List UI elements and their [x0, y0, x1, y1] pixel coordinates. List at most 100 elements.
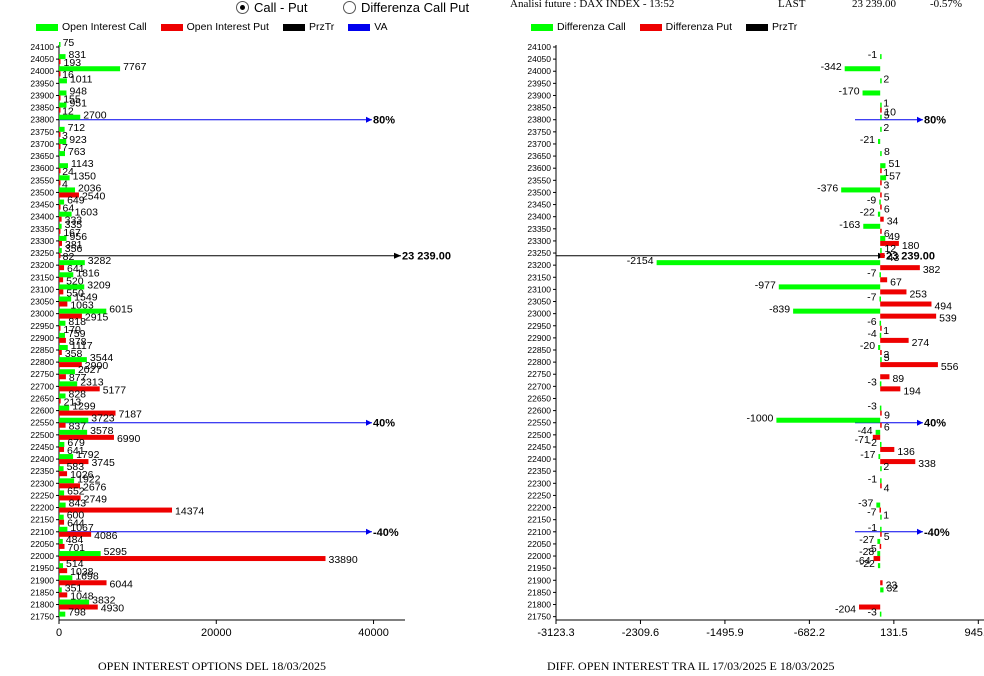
- y-tick-label: 22900: [30, 333, 54, 343]
- va-label: 40%: [924, 418, 946, 430]
- va-arrow: [917, 116, 923, 123]
- call-value-label: 335: [65, 219, 83, 231]
- call-value-label: 484: [66, 534, 84, 546]
- call-value-label: 948: [69, 85, 87, 97]
- y-tick-label: 21950: [527, 563, 551, 573]
- put-bar: [880, 531, 882, 537]
- call-value-label: 3723: [91, 413, 115, 425]
- call-bar: [862, 90, 881, 96]
- call-bar: [59, 526, 68, 532]
- y-tick-label: 24100: [527, 42, 551, 52]
- put-value-label: 1: [883, 167, 889, 179]
- y-tick-label: 24100: [30, 42, 54, 52]
- call-value-label: -20: [860, 340, 875, 352]
- call-value-label: -6: [867, 316, 876, 328]
- put-bar: [59, 95, 61, 101]
- call-value-label: 356: [65, 243, 83, 255]
- x-tick-label: -2309.6: [622, 627, 659, 639]
- put-bar: [59, 313, 82, 319]
- y-tick-label: 22350: [527, 466, 551, 476]
- legend-swatch-green: [36, 23, 58, 31]
- y-tick-label: 23250: [527, 248, 551, 258]
- y-tick-label: 23950: [527, 78, 551, 88]
- legend-swatch-red: [160, 23, 183, 31]
- call-value-label: 8: [884, 146, 890, 158]
- y-tick-label: 22450: [30, 442, 54, 452]
- legend-label: PrzTr: [308, 21, 335, 33]
- put-bar: [59, 422, 66, 428]
- va-arrow: [366, 116, 372, 123]
- call-value-label: -839: [769, 304, 790, 316]
- legend-item-prztr: PrzTr: [282, 21, 335, 33]
- y-tick-label: 21850: [527, 587, 551, 597]
- put-value-label: 358: [65, 348, 83, 360]
- call-bar: [880, 357, 882, 363]
- y-tick-label: 23300: [527, 236, 551, 246]
- y-tick-label: 22400: [30, 454, 54, 464]
- y-tick-label: 23850: [527, 103, 551, 113]
- radio-differenza[interactable]: Differenza Call Put: [343, 0, 469, 15]
- call-value-label: -170: [839, 85, 860, 97]
- y-tick-label: 22850: [30, 345, 54, 355]
- prztr-arrow: [394, 252, 401, 259]
- call-bar: [59, 332, 65, 338]
- call-value-label: 759: [68, 328, 86, 340]
- y-tick-label: 22200: [527, 503, 551, 513]
- put-value-label: 253: [909, 288, 927, 300]
- put-bar: [59, 216, 62, 222]
- call-bar: [879, 296, 881, 302]
- x-tick-label: -3123.3: [537, 627, 574, 639]
- call-value-label: 1698: [75, 570, 99, 582]
- call-bar: [59, 211, 72, 217]
- call-value-label: 649: [67, 195, 85, 207]
- y-tick-label: 22000: [30, 551, 54, 561]
- call-value-label: 351: [65, 582, 83, 594]
- y-tick-label: 23400: [30, 212, 54, 222]
- call-value-label: -28: [859, 546, 874, 558]
- call-value-label: 5: [884, 352, 890, 364]
- put-value-label: 4930: [101, 603, 125, 615]
- call-bar: [59, 381, 78, 387]
- y-tick-label: 22450: [527, 442, 551, 452]
- va-label: 80%: [373, 115, 395, 127]
- call-value-label: -2154: [627, 255, 654, 267]
- y-tick-label: 22050: [30, 539, 54, 549]
- put-bar: [873, 556, 881, 562]
- put-value-label: 4086: [94, 530, 118, 542]
- radio-differenza-label: Differenza Call Put: [361, 0, 470, 15]
- put-value-label: 12: [62, 106, 74, 118]
- legend-swatch-blue: [348, 23, 371, 31]
- call-bar: [844, 66, 881, 72]
- put-value-label: 3: [62, 130, 68, 142]
- radio-call-put[interactable]: Call - Put: [236, 0, 307, 15]
- call-value-label: -977: [755, 279, 776, 291]
- put-bar: [59, 289, 64, 295]
- call-value-label: 1: [883, 98, 889, 110]
- put-bar: [880, 240, 899, 246]
- call-bar: [880, 102, 882, 108]
- put-bar: [880, 265, 920, 271]
- put-bar: [59, 325, 61, 331]
- call-bar: [880, 526, 882, 532]
- put-value-label: 23: [886, 579, 898, 591]
- call-bar: [776, 417, 881, 423]
- call-bar: [778, 284, 881, 290]
- call-value-label: -3: [868, 607, 877, 619]
- call-bar: [59, 260, 85, 266]
- call-value-label: 7767: [123, 61, 147, 73]
- put-bar: [59, 592, 68, 598]
- call-value-label: -7: [867, 267, 876, 279]
- put-bar: [59, 71, 61, 77]
- put-value-label: 9: [884, 410, 890, 422]
- put-value-label: 136: [897, 446, 915, 458]
- y-tick-label: 23050: [30, 297, 54, 307]
- call-bar: [59, 114, 81, 120]
- put-bar: [59, 204, 61, 210]
- put-bar: [59, 228, 61, 234]
- put-value-label: 33890: [328, 554, 357, 566]
- put-value-label: 556: [941, 361, 959, 373]
- legend-item-va: VA: [348, 21, 387, 33]
- call-value-label: 57: [889, 170, 901, 182]
- call-value-label: -21: [860, 134, 875, 146]
- put-value-label: 180: [902, 240, 920, 252]
